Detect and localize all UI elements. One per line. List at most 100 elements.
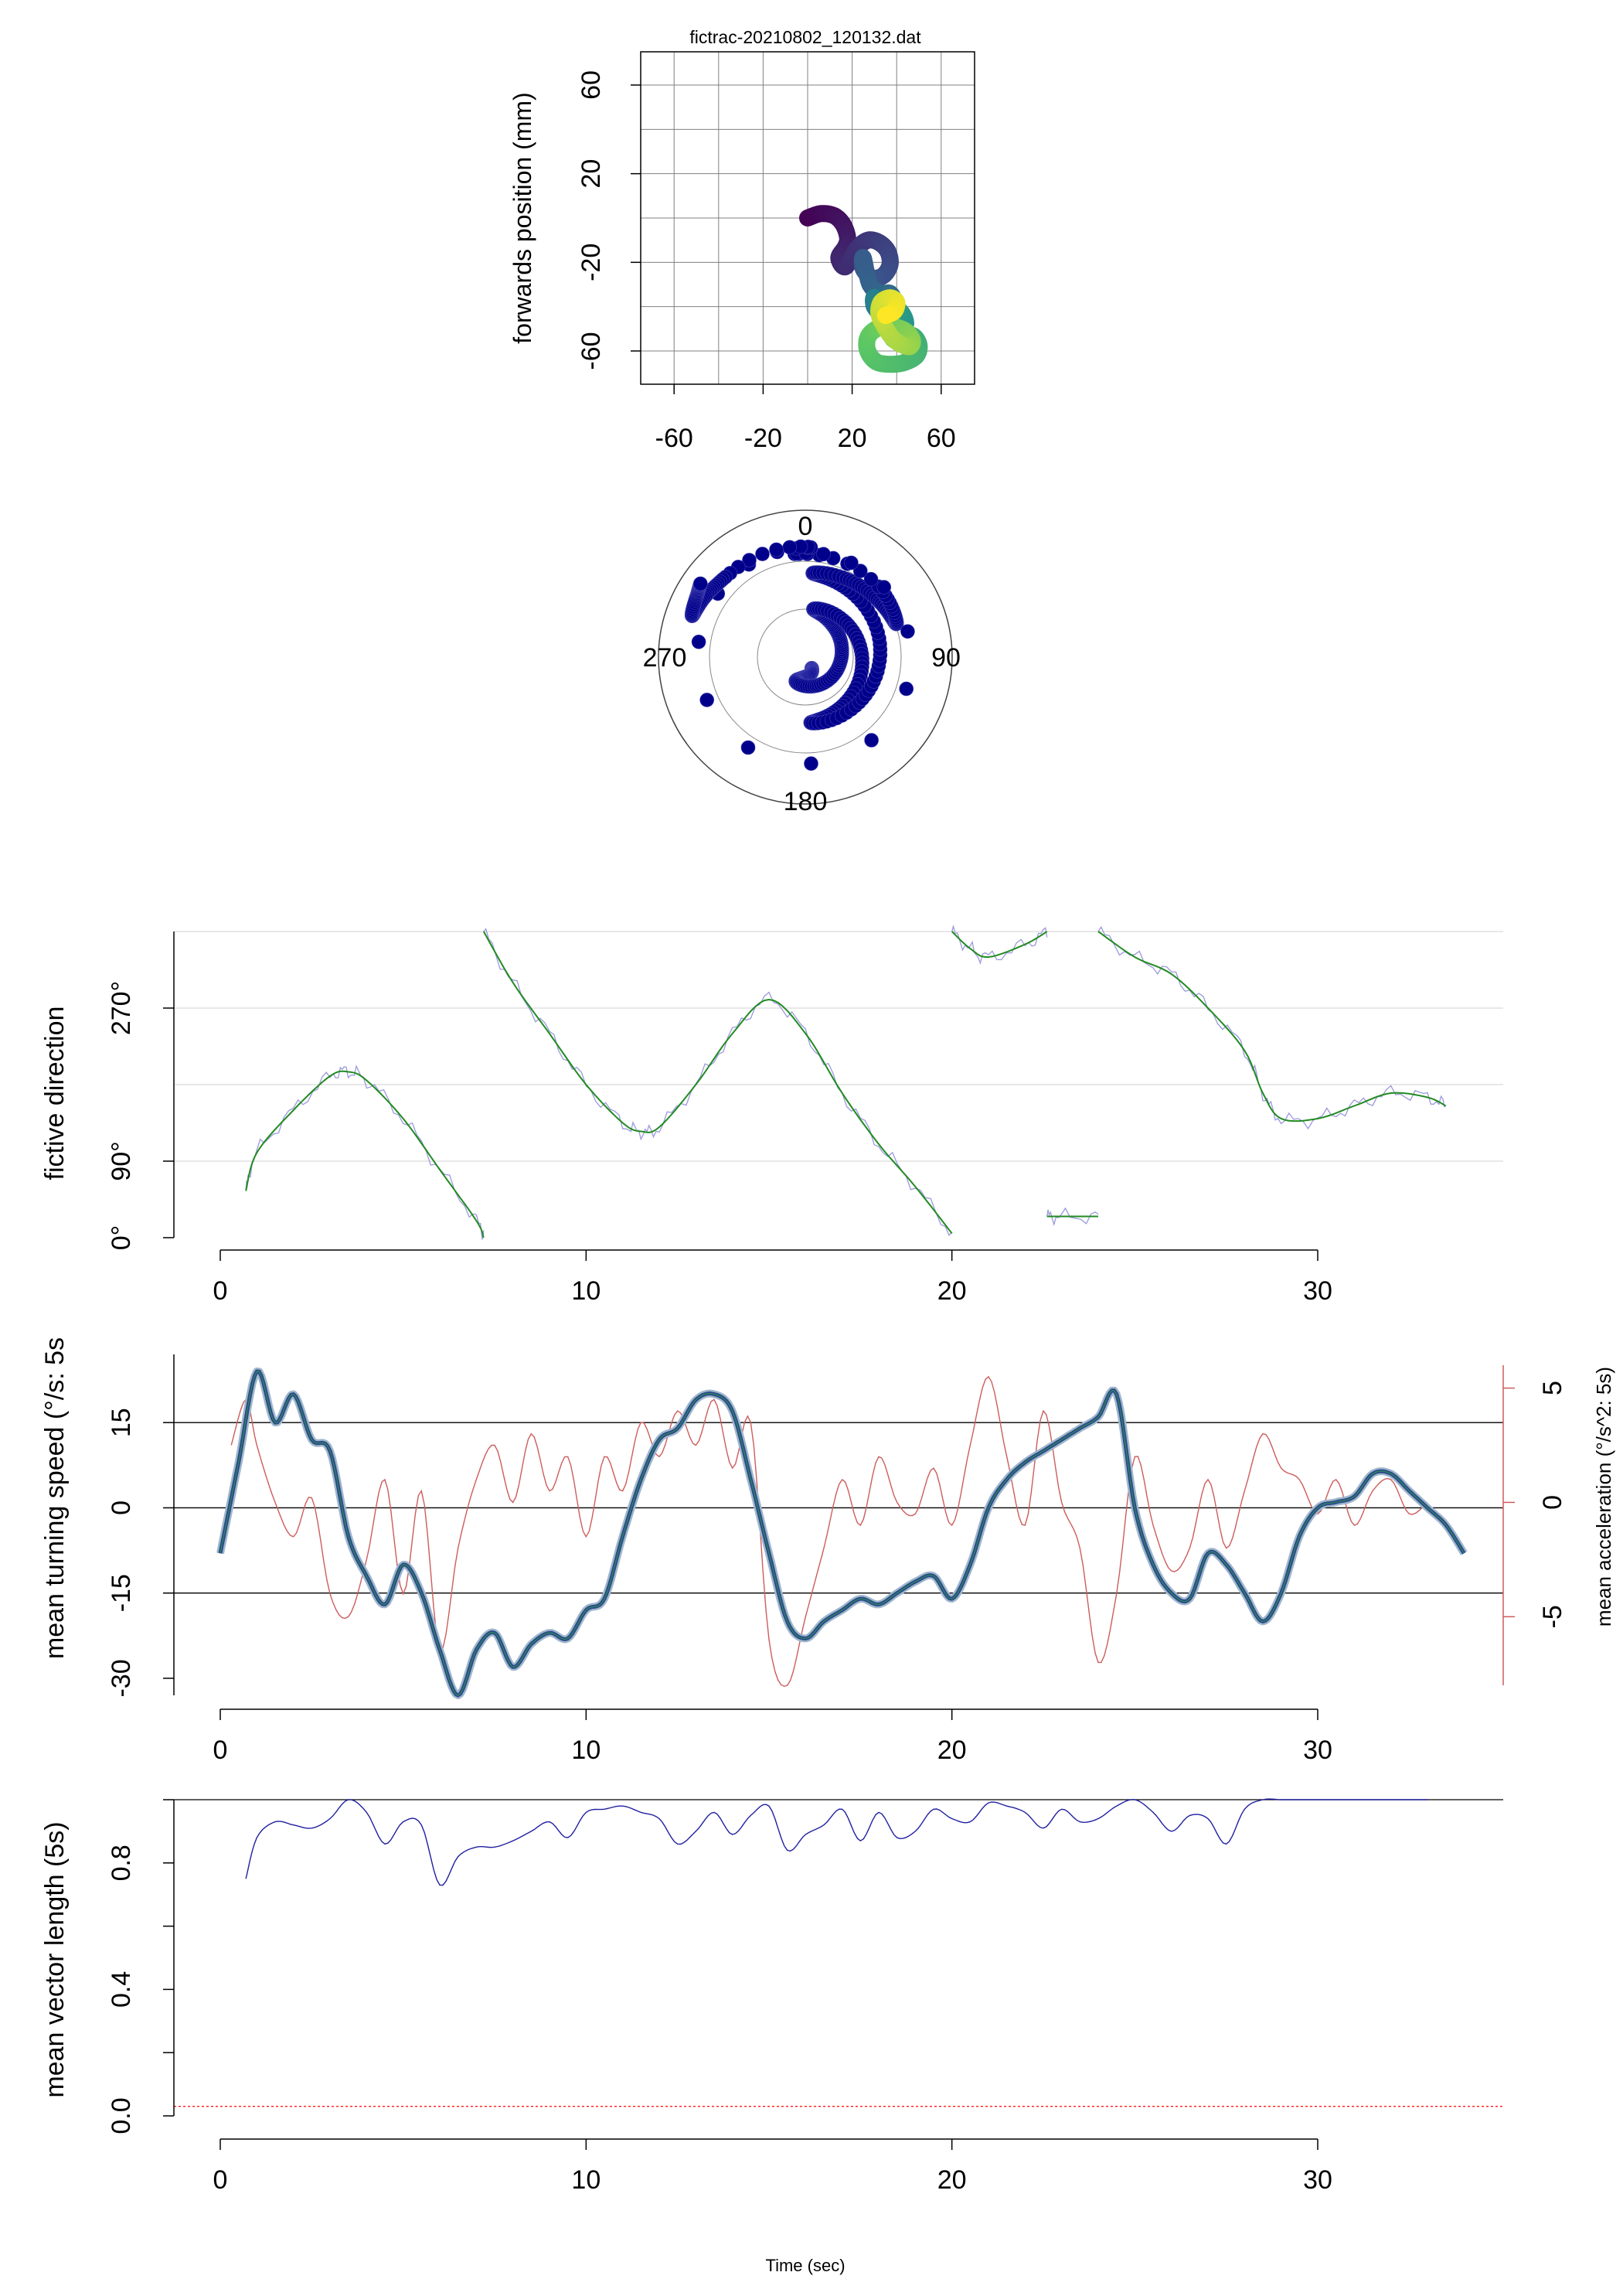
polar-point	[900, 624, 915, 639]
direction-raw-line	[245, 1065, 485, 1240]
trajectory-x-tick-label: 60	[927, 424, 956, 453]
turning-y-label: mean turning speed (°/s: 5s	[40, 1337, 70, 1659]
polar-point	[844, 555, 859, 571]
time-axis-label: Time (sec)	[765, 2256, 845, 2275]
vector-x-tick-label: 10	[571, 2165, 601, 2195]
polar-point	[742, 553, 757, 567]
direction-lines	[245, 924, 1447, 1240]
polar-point	[692, 576, 708, 591]
turning-right-y-label: mean acceleration (°/s^2: 5s)	[1592, 1367, 1615, 1627]
direction-smooth-line	[482, 931, 953, 1235]
turning-speed-inner-line	[219, 1371, 1465, 1696]
direction-x-tick-label: 30	[1303, 1276, 1332, 1306]
polar-tick-labels: 0 90 180 270	[643, 512, 961, 816]
polar-tick-90: 90	[931, 643, 961, 673]
trajectory-x-tick-label: 20	[838, 424, 867, 453]
direction-raw-line	[951, 924, 1048, 965]
polar-point	[863, 571, 879, 587]
direction-smooth-line	[1097, 931, 1447, 1122]
direction-smooth-line	[245, 1070, 485, 1238]
direction-y-tick-label: 90°	[107, 1141, 136, 1180]
turning-speed-halo	[216, 1368, 1468, 1699]
polar-points	[684, 539, 915, 772]
polar-tick-270: 270	[643, 643, 687, 673]
vector-length-line	[245, 1798, 1427, 1886]
polar-point	[853, 564, 868, 578]
trajectory-point	[876, 307, 894, 325]
vector-panel: 0.0 0.4 0.8 0 10 20 30 mean vector length (5s)	[40, 1798, 1503, 2195]
turning-right-tick-label: 0	[1538, 1495, 1567, 1510]
vector-lines	[245, 1798, 1427, 1886]
direction-panel: 0° 90° 270° 0 10 20 30 fictive direction	[40, 924, 1503, 1306]
polar-point	[864, 733, 879, 748]
vector-hlines	[174, 1799, 1503, 2107]
trajectory-y-axis: -60 -20 20 60	[577, 70, 641, 370]
vector-x-tick-label: 0	[213, 2165, 228, 2195]
polar-mid-ring	[709, 560, 902, 754]
polar-point	[804, 756, 818, 772]
trajectory-x-tick-label: -20	[744, 424, 782, 453]
turning-lines	[216, 1368, 1468, 1699]
vector-y-tick-label: 0.4	[107, 1971, 136, 2008]
direction-x-tick-label: 0	[213, 1276, 228, 1306]
turning-panel: -30 -15 0 15 -5 0 5 0 10 20 30 mean turning speed …	[40, 1337, 1615, 1765]
direction-y-tick-label: 270°	[107, 981, 136, 1035]
vector-x-tick-label: 20	[937, 2165, 967, 2195]
trajectory-title: fictrac-20210802_120132.dat	[689, 27, 921, 47]
vector-y-tick-label: 0.0	[107, 2097, 136, 2134]
vector-x-tick-label: 30	[1303, 2165, 1332, 2195]
direction-grid	[174, 931, 1503, 1162]
turning-x-tick-label: 30	[1303, 1736, 1332, 1765]
direction-x-tick-label: 10	[571, 1276, 601, 1306]
direction-raw-line	[1046, 1207, 1099, 1227]
trajectory-y-tick-label: 60	[577, 70, 606, 100]
direction-y-tick-label: 0°	[107, 1225, 136, 1251]
direction-y-label: fictive direction	[40, 1007, 70, 1180]
polar-point	[816, 547, 831, 562]
polar-point	[876, 580, 891, 594]
polar-point	[899, 681, 914, 697]
vector-axes: 0.0 0.4 0.8 0 10 20 30	[107, 1799, 1332, 2195]
polar-panel: 0 90 180 270	[643, 509, 961, 816]
acceleration-line	[230, 1375, 1428, 1688]
direction-raw-line	[483, 928, 953, 1237]
trajectory-points	[799, 205, 928, 373]
polar-grid	[658, 509, 953, 805]
turning-y-tick-label: -15	[107, 1574, 136, 1612]
turning-speed-line	[218, 1369, 1466, 1698]
trajectory-plot-box	[640, 51, 975, 385]
polar-inner-ring	[757, 608, 854, 706]
polar-point	[782, 540, 798, 555]
polar-point	[740, 740, 756, 755]
trajectory-panel: fictrac-20210802_120132.dat -60 -20 20 60 -…	[509, 27, 975, 453]
turning-y-tick-label: -30	[107, 1659, 136, 1697]
trajectory-x-tick-label: -60	[655, 424, 693, 453]
direction-smooth-line	[951, 931, 1048, 958]
trajectory-y-tick-label: -60	[577, 332, 606, 370]
polar-point	[769, 542, 784, 557]
turning-x-tick-label: 20	[937, 1736, 967, 1765]
turning-right-tick-label: 5	[1538, 1381, 1567, 1395]
polar-point	[755, 547, 770, 561]
vector-y-tick-label: 0.8	[107, 1845, 136, 1881]
trajectory-x-axis: -60 -20 20 60	[655, 384, 956, 453]
trajectory-y-label: forwards position (mm)	[509, 92, 536, 343]
turning-x-tick-label: 10	[571, 1736, 601, 1765]
polar-tick-0: 0	[798, 512, 813, 541]
polar-point	[691, 634, 706, 649]
polar-point	[699, 693, 715, 707]
direction-x-tick-label: 20	[937, 1276, 967, 1306]
direction-axes: 0° 90° 270° 0 10 20 30	[107, 932, 1332, 1306]
trajectory-grid	[641, 52, 975, 384]
turning-right-tick-label: -5	[1538, 1605, 1567, 1628]
direction-raw-line	[1097, 925, 1447, 1130]
polar-tick-180: 180	[784, 787, 828, 816]
turning-y-tick-label: 15	[107, 1408, 136, 1437]
turning-axes: -30 -15 0 15 -5 0 5 0 10 20 30	[107, 1354, 1567, 1765]
turning-y-tick-label: 0	[107, 1501, 136, 1515]
polar-outer-ring	[658, 509, 953, 805]
turning-hlines	[174, 1422, 1503, 1594]
trajectory-y-tick-label: -20	[577, 244, 606, 281]
vector-y-label: mean vector length (5s)	[40, 1821, 70, 2097]
